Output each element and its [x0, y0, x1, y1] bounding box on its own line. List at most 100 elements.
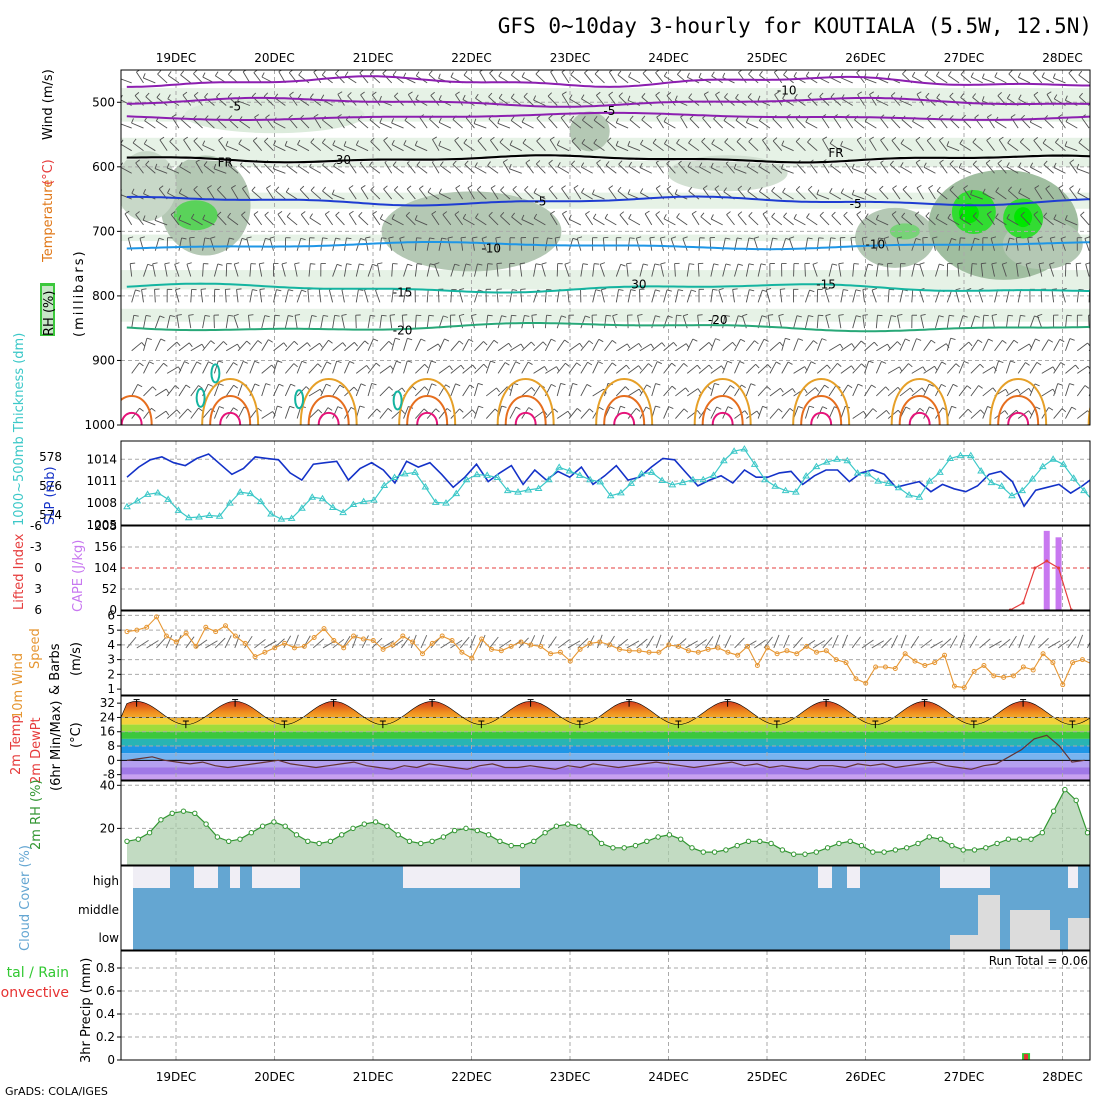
wind-barb	[190, 407, 199, 419]
wind-barb-flag	[471, 313, 477, 316]
wind10m-barb	[205, 640, 218, 649]
wind-barb	[213, 360, 219, 374]
wind-barb-flag	[1006, 213, 1010, 219]
wind-barb	[509, 144, 522, 152]
wind-barb	[864, 408, 874, 419]
wind-barb	[852, 168, 865, 174]
wind-barb-flag	[644, 210, 650, 215]
wind-barb	[452, 119, 463, 129]
wind-barb	[879, 189, 889, 200]
wind-barb-flag	[298, 70, 303, 76]
wind-barb-flag	[873, 341, 878, 347]
wind-barb	[864, 192, 877, 200]
rh-point	[678, 836, 684, 842]
wind-barb-flag	[988, 338, 994, 342]
wind-barb-flag	[431, 360, 437, 364]
wind-barb	[557, 166, 570, 174]
wind-barb	[782, 191, 794, 200]
date-label-bottom: 27DEC	[944, 1070, 984, 1084]
wind-barb	[576, 238, 582, 251]
wind-barb	[970, 363, 981, 374]
wind10m-point	[518, 639, 524, 645]
wind-barb	[710, 289, 714, 303]
wind-barb-flag	[382, 70, 387, 74]
wind-barb	[779, 289, 783, 303]
slp-marker	[390, 473, 399, 481]
wind-barb-flag	[477, 137, 483, 142]
wind-barb-flag	[618, 289, 624, 291]
wind-barb	[1068, 72, 1078, 84]
wind-barb-flag	[932, 236, 938, 239]
wind-barb	[144, 120, 156, 129]
wind-barb	[1043, 164, 1054, 174]
rh-point	[983, 845, 989, 851]
wind-barb	[485, 408, 496, 419]
wind-barb	[489, 72, 499, 84]
wind-barb	[253, 72, 263, 84]
wind-barb	[561, 213, 570, 226]
wind10m-point	[469, 655, 475, 661]
wind-barb	[804, 263, 806, 277]
date-label-top: 24DEC	[648, 51, 688, 65]
wind-barb-flag	[548, 114, 553, 119]
wind-barb-flag	[1036, 361, 1042, 366]
pressure-axis-label: (millibars)	[72, 249, 87, 337]
rh-point	[711, 849, 718, 855]
temperature-contours	[121, 75, 1090, 425]
wind-barb-flag	[430, 91, 435, 96]
rh-point	[124, 838, 130, 845]
wind-barb-flag	[593, 115, 598, 121]
wind-barb-flag	[905, 406, 911, 410]
wind10m-point	[134, 627, 140, 633]
wind10m-point	[370, 637, 376, 643]
wind-barb	[419, 117, 428, 129]
wind-barb-flag	[454, 136, 459, 141]
wind-barb	[462, 339, 470, 351]
wind10m-barb	[401, 636, 411, 649]
wind-barb-flag	[131, 188, 135, 194]
wind-barb	[946, 289, 953, 303]
wind10m-barb	[224, 635, 232, 649]
wind-barb-flag	[464, 160, 469, 165]
wind-barb-flag	[139, 362, 144, 367]
wind-barb	[202, 144, 215, 152]
wind-barb	[899, 338, 906, 351]
wind-barb	[923, 383, 930, 397]
wind-barb-flag	[193, 70, 198, 75]
axis-tick-label: 32	[100, 696, 115, 710]
wind-barb	[159, 139, 168, 151]
wind-barb-flag	[959, 213, 963, 219]
wind-barb	[284, 406, 291, 419]
wind-barb	[627, 342, 640, 352]
wind-barb-flag	[863, 411, 867, 416]
wind-barb	[1064, 145, 1078, 152]
wind10m-point	[429, 640, 435, 646]
slp-marker	[822, 458, 831, 465]
wind-barb-flag	[501, 405, 507, 408]
wind-barb-flag	[920, 313, 926, 316]
wind-barb	[570, 119, 582, 129]
wind-barb	[544, 338, 552, 351]
wind-barb-flag	[980, 409, 985, 414]
wind-barb-flag	[605, 161, 610, 166]
temp-band	[121, 760, 1090, 768]
wind10m-barb	[557, 639, 570, 649]
wind-barb	[225, 362, 234, 374]
wind-barb	[403, 338, 408, 351]
wind-barb	[628, 218, 641, 226]
thickness-tick: 576	[39, 479, 62, 493]
wind-barb-flag	[472, 364, 477, 370]
wind-barb-flag	[1034, 185, 1040, 189]
wind-barb	[190, 343, 203, 352]
wind10m-point	[981, 663, 987, 669]
wind-barb-flag	[1037, 313, 1043, 317]
wind-barb-flag	[708, 364, 713, 370]
wind-barb	[533, 99, 546, 106]
wind-barb	[651, 289, 656, 303]
wind-barb-flag	[862, 288, 868, 290]
wind-barb-flag	[324, 210, 330, 215]
wind-barb	[405, 215, 416, 226]
wind-barb	[887, 366, 900, 374]
thickness-line	[126, 453, 1090, 508]
wind-barb-flag	[768, 314, 774, 316]
